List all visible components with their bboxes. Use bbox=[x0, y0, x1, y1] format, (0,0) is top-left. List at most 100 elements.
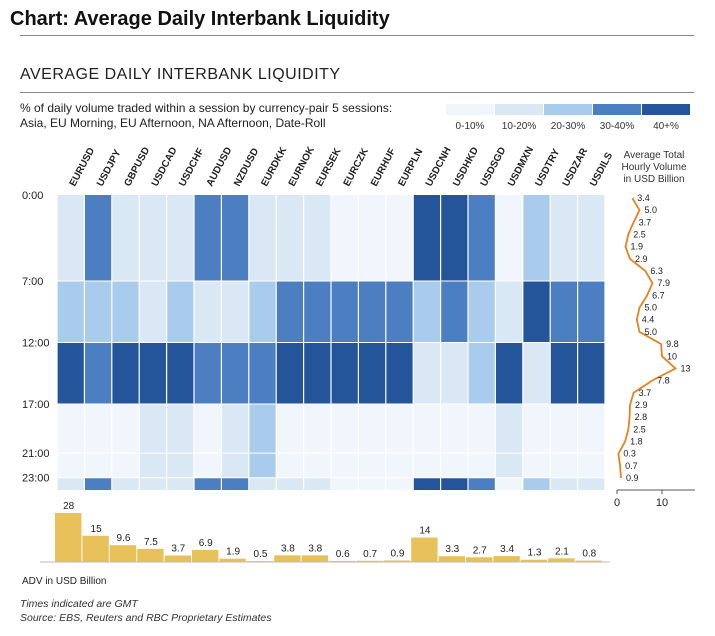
heatmap-cell-eurdkk-0-00 bbox=[248, 195, 277, 282]
hourly-volume-label-2: 3.7 bbox=[639, 217, 652, 227]
heatmap-cell-usdjpy-17-00 bbox=[84, 403, 112, 478]
heatmap-cell-usdils-7-00 bbox=[577, 281, 605, 343]
legend-swatch-10-20 bbox=[495, 104, 543, 115]
heatmap-cell-usdchf-17-00 bbox=[166, 403, 194, 478]
heatmap-cell-eurhuf-23-00 bbox=[358, 477, 386, 490]
adv-bar-label-usdchf: 3.7 bbox=[171, 544, 185, 555]
heatmap-cell-usdzar-12-00 bbox=[550, 342, 578, 404]
heatmap-cell-usdcad-7-00 bbox=[139, 281, 167, 343]
heatmap-cell-eurhuf-12-00 bbox=[358, 342, 386, 404]
hourly-volume-label-21: 0.3 bbox=[623, 449, 636, 459]
column-label-usdsgd: USDSGD bbox=[479, 145, 509, 188]
column-label-audusd: AUDUSD bbox=[205, 145, 235, 188]
heatmap-cell-usdcnh-12-00 bbox=[413, 342, 441, 404]
legend-swatch-20-30 bbox=[544, 104, 592, 115]
time-label-7-00: 7:00 bbox=[22, 276, 43, 288]
heatmap-cell-eurpln-0-00 bbox=[385, 195, 414, 282]
hourly-volume-label-7: 7.9 bbox=[658, 278, 671, 288]
hourly-volume-label-6: 6.3 bbox=[650, 266, 663, 276]
heatmap-cell-eursek-12-00 bbox=[303, 342, 331, 404]
column-label-usdmxn: USDMXN bbox=[506, 145, 536, 188]
time-label-17-00: 17:00 bbox=[22, 399, 50, 411]
heatmap-cell-eurczk-17-00 bbox=[331, 403, 359, 478]
adv-bar-label-usdcad: 7.5 bbox=[144, 537, 158, 548]
heatmap-cell-gbpusd-12-00 bbox=[111, 342, 140, 404]
heatmap-cell-usdhkd-23-00 bbox=[440, 477, 468, 490]
heatmap-cell-usdcad-23-00 bbox=[139, 477, 167, 490]
heatmap-cell-usdchf-7-00 bbox=[166, 281, 194, 343]
heatmap-cell-eurczk-23-00 bbox=[331, 477, 359, 490]
hourly-volume-label-9: 5.0 bbox=[645, 303, 658, 313]
title-divider bbox=[20, 92, 694, 93]
hourly-volume-label-14: 13 bbox=[681, 363, 691, 373]
heatmap-cell-eursek-17-00 bbox=[303, 403, 331, 478]
heatmap-cell-usdsgd-17-00 bbox=[468, 403, 496, 478]
heatmap-cell-eurdkk-7-00 bbox=[248, 281, 277, 343]
adv-bar-usdcnh bbox=[411, 537, 438, 562]
heatmap-cell-nzdusd-23-00 bbox=[221, 477, 249, 490]
legend-label-20-30: 20-30% bbox=[550, 121, 586, 132]
column-label-eurhuf: EURHUF bbox=[369, 146, 398, 188]
adv-bar-eurnok bbox=[274, 555, 301, 562]
heatmap-cell-usdjpy-0-00 bbox=[84, 195, 112, 282]
adv-bar-usdjpy bbox=[82, 535, 109, 562]
heatmap-cell-usdhkd-17-00 bbox=[440, 403, 468, 478]
top-divider bbox=[20, 35, 694, 36]
column-label-usdcnh: USDCNH bbox=[424, 145, 454, 188]
hourly-volume-label-1: 5.0 bbox=[645, 205, 658, 215]
heatmap-cell-usdsgd-12-00 bbox=[468, 342, 496, 404]
hourly-volume-label-17: 2.9 bbox=[635, 400, 648, 410]
heatmap-cell-usdhkd-7-00 bbox=[440, 281, 468, 343]
heatmap-cell-audusd-7-00 bbox=[194, 281, 222, 343]
heatmap-cell-eurczk-7-00 bbox=[331, 281, 359, 343]
adv-bar-label-usdzar: 2.1 bbox=[555, 546, 569, 557]
heatmap-cell-usdzar-0-00 bbox=[550, 195, 578, 282]
heatmap-cell-nzdusd-0-00 bbox=[221, 195, 249, 282]
column-label-usdcad: USDCAD bbox=[150, 145, 180, 188]
heatmap-cell-usdcad-0-00 bbox=[139, 195, 167, 282]
adv-bar-nzdusd bbox=[219, 558, 246, 562]
heatmap-cell-audusd-12-00 bbox=[194, 342, 222, 404]
adv-bar-eursek bbox=[301, 555, 328, 562]
adv-bar-usdsgd bbox=[466, 557, 493, 562]
chart-title: AVERAGE DAILY INTERBANK LIQUIDITY bbox=[20, 66, 341, 83]
heatmap-cell-eurhuf-7-00 bbox=[358, 281, 386, 343]
adv-bar-usdils bbox=[575, 560, 602, 562]
heatmap-cell-eurnok-7-00 bbox=[276, 281, 304, 343]
heatmap-cell-usdjpy-12-00 bbox=[84, 342, 112, 404]
heatmap-cell-eurnok-17-00 bbox=[276, 403, 304, 478]
adv-bar-audusd bbox=[192, 549, 219, 562]
hourly-volume-label-16: 3.7 bbox=[639, 388, 652, 398]
heatmap-cell-eurusd-0-00 bbox=[57, 195, 85, 282]
heatmap-cell-eurpln-7-00 bbox=[385, 281, 414, 343]
column-label-eurczk: EURCZK bbox=[342, 146, 372, 189]
legend-swatch-40-plus bbox=[642, 104, 690, 115]
adv-bar-usdcad bbox=[137, 548, 164, 562]
adv-bar-label-eursek: 3.8 bbox=[308, 543, 322, 554]
heatmap-cell-eurusd-12-00 bbox=[57, 342, 85, 404]
heatmap-cell-usdsgd-23-00 bbox=[468, 477, 496, 490]
column-label-eursek: EURSEK bbox=[314, 146, 344, 189]
line-x-tick-label-0: 0 bbox=[614, 497, 620, 509]
hourly-volume-label-5: 2.9 bbox=[635, 254, 648, 264]
heatmap-cell-usdchf-12-00 bbox=[166, 342, 194, 404]
column-label-eurdkk: EURDKK bbox=[259, 145, 289, 189]
heatmap-cell-usdcad-17-00 bbox=[139, 403, 167, 478]
adv-bar-eurpln bbox=[383, 560, 411, 562]
heatmap-cell-usdils-23-00 bbox=[577, 477, 605, 490]
adv-bar-label-eurusd: 28 bbox=[63, 501, 75, 512]
column-label-gbpusd: GBPUSD bbox=[122, 145, 152, 188]
heatmap-cell-gbpusd-17-00 bbox=[111, 403, 140, 478]
time-label-12-00: 12:00 bbox=[22, 338, 50, 350]
heatmap-cell-eurdkk-12-00 bbox=[248, 342, 277, 404]
heatmap-cell-eurczk-12-00 bbox=[331, 342, 359, 404]
line-chart-title-line-3: in USD Billion bbox=[623, 174, 684, 185]
hourly-volume-label-0: 3.4 bbox=[637, 193, 650, 203]
adv-bar-label-usdjpy: 15 bbox=[91, 524, 103, 535]
heatmap-cell-usdjpy-23-00 bbox=[84, 477, 112, 490]
hourly-volume-label-8: 6.7 bbox=[652, 290, 665, 300]
heatmap-cell-usdhkd-0-00 bbox=[440, 195, 468, 282]
hourly-volume-label-20: 1.8 bbox=[630, 436, 643, 446]
adv-bar-label-usdcnh: 14 bbox=[419, 526, 431, 537]
